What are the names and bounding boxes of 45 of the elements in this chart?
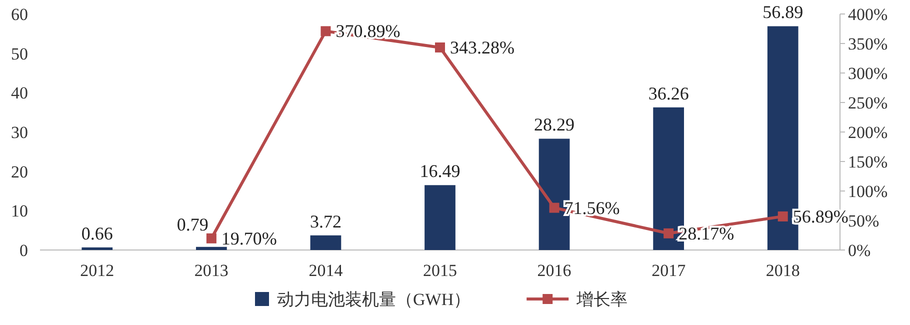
- data-label: 56.89: [762, 2, 804, 22]
- data-label: 16.49: [420, 161, 460, 182]
- y2-tick-label: 250%: [848, 94, 888, 112]
- data-label: 36.26: [648, 83, 689, 104]
- bar: [424, 185, 456, 250]
- y2-tick-label: 50%: [848, 212, 880, 230]
- y2-tick-label: 100%: [848, 182, 888, 201]
- point: [778, 211, 788, 222]
- y-tick-label: 0: [20, 241, 28, 260]
- y2-tick-label: 350%: [848, 34, 888, 54]
- y2-tick-label: 150%: [848, 152, 888, 172]
- point: [320, 26, 331, 36]
- legend-label: 动力电池装机量（GWH）: [277, 290, 471, 309]
- x-tick-label: 2015: [423, 261, 457, 280]
- data-label: 19.70%: [221, 228, 277, 248]
- point: [549, 202, 560, 213]
- y2-tick-label: 200%: [848, 123, 888, 142]
- legend-label: 增长率: [576, 290, 628, 309]
- x-tick-label: 2016: [537, 261, 572, 280]
- x-tick-label: 2014: [308, 261, 344, 280]
- data-label: 370.89%: [336, 21, 400, 42]
- y-tick-label: 30: [11, 123, 28, 142]
- bar: [310, 235, 342, 250]
- x-tick-label: 2013: [194, 261, 228, 280]
- point: [206, 233, 216, 244]
- bar: [82, 247, 113, 250]
- point: [664, 228, 674, 238]
- x-tick-label: 2018: [766, 261, 800, 280]
- y2-tick-label: 300%: [848, 64, 888, 83]
- point: [435, 42, 445, 52]
- data-label: 3.72: [310, 211, 342, 232]
- x-tick-label: 2017: [652, 261, 686, 280]
- y2-tick-label: 400%: [848, 5, 888, 24]
- y-tick-label: 20: [11, 162, 28, 182]
- y-tick-label: 50: [11, 44, 28, 64]
- y-tick-label: 40: [11, 84, 28, 103]
- data-label: 0.66: [81, 223, 113, 244]
- y2-tick-label: 0%: [848, 241, 871, 260]
- data-label: 28.29: [534, 114, 575, 135]
- data-label: 343.28%: [450, 37, 514, 58]
- y-tick-label: 60: [11, 5, 28, 24]
- data-label: 0.79: [176, 214, 208, 234]
- x-tick-label: 2012: [80, 261, 114, 280]
- bar: [196, 246, 227, 250]
- y-tick-label: 10: [11, 202, 28, 221]
